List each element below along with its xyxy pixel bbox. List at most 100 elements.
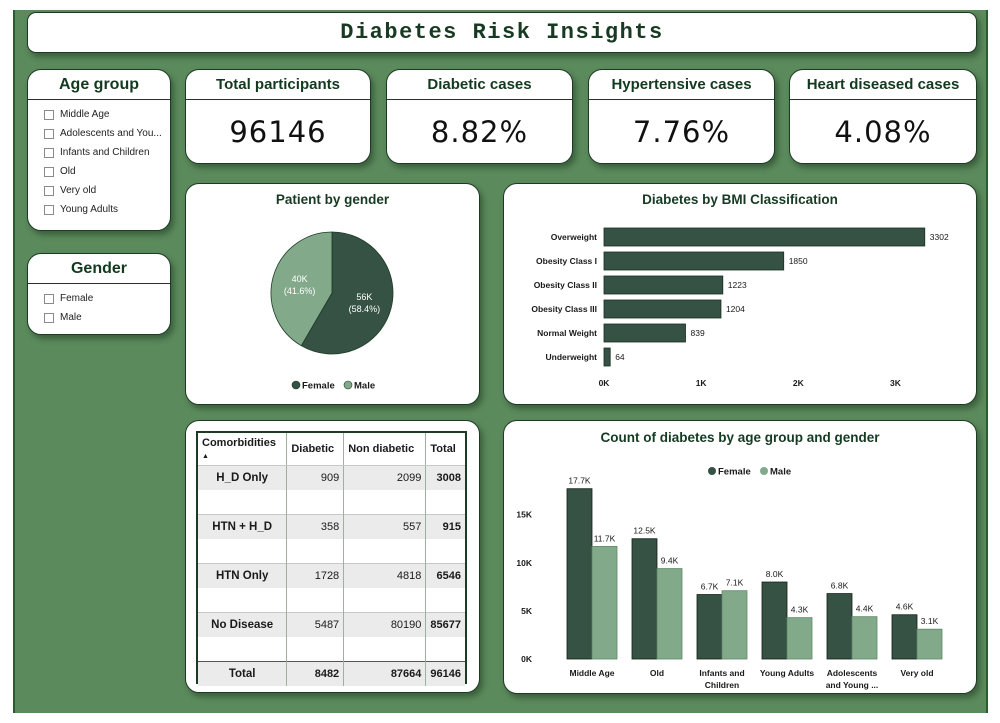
kpi-hypertensive-cases: Hypertensive cases 7.76% xyxy=(588,69,775,164)
dashboard-canvas: Diabetes Risk Insights Age group Middle … xyxy=(13,10,988,713)
column-header-comorbidities[interactable]: Comorbidities ▲ xyxy=(198,433,288,466)
x-category-label: Young Adults xyxy=(760,668,815,678)
table-spacer-row xyxy=(198,489,465,514)
cell-diabetic: 358 xyxy=(286,513,345,539)
kpi-label: Heart diseased cases xyxy=(790,70,976,100)
legend-label: Male xyxy=(354,381,375,392)
age-gender-chart: Count of diabetes by age group and gende… xyxy=(503,420,977,694)
age-group-slicer: Age group Middle Age Adolescents and You.… xyxy=(27,69,171,231)
pie-percent-label: (41.6%) xyxy=(284,286,316,296)
bar-male xyxy=(786,617,813,660)
option-label: Old xyxy=(60,166,76,177)
table-spacer-row xyxy=(198,636,465,661)
gender-option[interactable]: Female xyxy=(44,289,170,308)
row-label: H_D Only xyxy=(198,465,288,490)
checkbox[interactable] xyxy=(44,204,54,215)
sort-ascending-icon[interactable]: ▲ xyxy=(202,452,209,460)
kpi-label: Diabetic cases xyxy=(387,70,572,100)
column-header-diabetic[interactable]: Diabetic xyxy=(286,433,345,466)
x-category-label: Old xyxy=(650,668,664,678)
cell-diabetic: 8482 xyxy=(286,660,345,686)
row-label: HTN Only xyxy=(198,562,288,588)
cell-non-diabetic: 557 xyxy=(343,513,427,539)
bar-male xyxy=(656,568,683,660)
bmi-bar xyxy=(603,275,724,295)
x-tick-label: 2K xyxy=(793,378,805,388)
y-tick-label: 10K xyxy=(516,558,532,568)
comorbidities-table-card: Comorbidities ▲ Diabetic Non diabetic To… xyxy=(185,420,480,693)
pie-percent-label: (58.4%) xyxy=(349,304,381,314)
table-spacer-row xyxy=(198,538,465,563)
age-group-option[interactable]: Very old xyxy=(44,181,170,200)
bmi-bar xyxy=(603,227,926,247)
kpi-heart-diseased-cases: Heart diseased cases 4.08% xyxy=(789,69,977,164)
cell-non-diabetic: 2099 xyxy=(343,465,427,490)
table-spacer-row xyxy=(198,587,465,612)
age-group-option[interactable]: Middle Age xyxy=(44,105,170,124)
bar-female xyxy=(891,614,918,660)
kpi-total-participants: Total participants 96146 xyxy=(185,69,371,164)
bar-value-label: 64 xyxy=(615,352,625,362)
option-label: Infants and Children xyxy=(60,147,150,158)
table-row: HTN + H_D 358 557 915 xyxy=(198,513,465,539)
legend-label: Male xyxy=(770,467,791,478)
y-tick-label: 5K xyxy=(521,606,533,616)
legend-marker-female xyxy=(291,380,301,390)
bar-value-label: 4.3K xyxy=(791,605,809,615)
age-group-option[interactable]: Old xyxy=(44,162,170,181)
x-tick-label: 1K xyxy=(696,378,708,388)
bar-male xyxy=(591,546,618,660)
cell-total: 96146 xyxy=(425,660,465,686)
legend-marker-male xyxy=(343,380,353,390)
pie-value-label: 56K xyxy=(356,292,372,302)
kpi-diabetic-cases: Diabetic cases 8.82% xyxy=(386,69,573,164)
chart-title: Count of diabetes by age group and gende… xyxy=(600,430,880,445)
bar-value-label: 4.4K xyxy=(856,604,874,614)
checkbox[interactable] xyxy=(44,128,54,139)
checkbox[interactable] xyxy=(44,293,54,304)
cell-diabetic: 909 xyxy=(286,465,345,490)
age-group-option[interactable]: Young Adults xyxy=(44,200,170,219)
bar-value-label: 6.8K xyxy=(831,581,849,591)
bar-male xyxy=(851,616,878,660)
column-header-non-diabetic[interactable]: Non diabetic xyxy=(343,433,427,466)
bar-value-label: 1850 xyxy=(789,256,808,266)
bar-value-label: 4.6K xyxy=(896,602,914,612)
column-header-total[interactable]: Total xyxy=(425,433,465,466)
row-label: Total xyxy=(198,660,288,686)
cell-non-diabetic: 87664 xyxy=(343,660,427,686)
table-row: HTN Only 1728 4818 6546 xyxy=(198,562,465,588)
gender-option[interactable]: Male xyxy=(44,308,170,327)
option-label: Young Adults xyxy=(60,204,119,215)
gender-list: Female Male xyxy=(28,284,170,327)
kpi-value: 7.76% xyxy=(632,115,731,149)
bar-value-label: 7.1K xyxy=(726,578,744,588)
legend-marker-male xyxy=(760,467,768,475)
legend-label: Female xyxy=(718,467,751,478)
checkbox[interactable] xyxy=(44,312,54,323)
x-category-label: Children xyxy=(705,680,739,690)
x-category-label: Middle Age xyxy=(569,668,614,678)
cell-total: 3008 xyxy=(425,465,465,490)
title-card: Diabetes Risk Insights xyxy=(27,12,977,53)
kpi-label: Hypertensive cases xyxy=(589,70,774,100)
age-group-option[interactable]: Adolescents and You... xyxy=(44,124,170,143)
bar-female xyxy=(631,538,658,660)
comorbidities-table: Comorbidities ▲ Diabetic Non diabetic To… xyxy=(196,431,467,686)
cell-diabetic: 5487 xyxy=(286,611,345,637)
age-group-slicer-title: Age group xyxy=(28,70,170,100)
option-label: Male xyxy=(60,312,82,323)
bar-category-label: Normal Weight xyxy=(537,328,597,338)
x-category-label: Very old xyxy=(900,668,933,678)
bar-value-label: 839 xyxy=(691,328,705,338)
checkbox[interactable] xyxy=(44,147,54,158)
bar-male xyxy=(721,590,748,660)
bmi-bar xyxy=(603,323,686,343)
bar-value-label: 12.5K xyxy=(633,526,656,536)
x-tick-label: 3K xyxy=(890,378,902,388)
bar-female xyxy=(696,594,723,660)
age-group-option[interactable]: Infants and Children xyxy=(44,143,170,162)
checkbox[interactable] xyxy=(44,185,54,196)
checkbox[interactable] xyxy=(44,166,54,177)
checkbox[interactable] xyxy=(44,109,54,120)
